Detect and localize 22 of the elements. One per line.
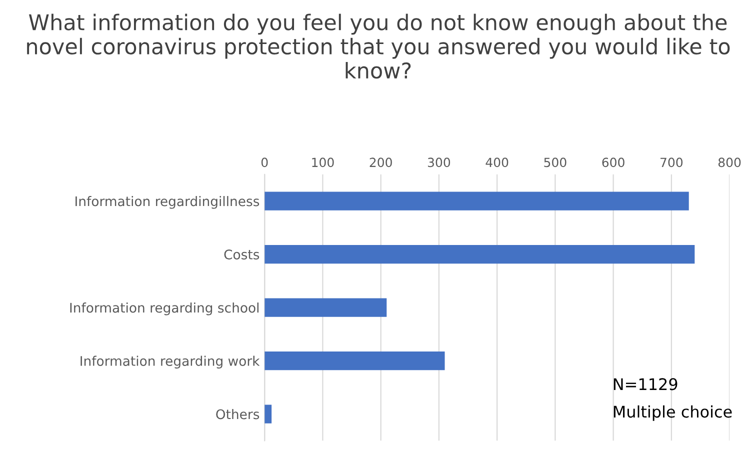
annotation: N=1129 [614, 378, 678, 390]
y-tick-label: Information regarding work [80, 356, 260, 369]
y-tick-label: Others [216, 409, 260, 420]
bar [264, 192, 689, 210]
bar [264, 351, 445, 370]
x-tick-label: 300 [428, 158, 450, 168]
bar [264, 298, 387, 317]
x-tick-label: 400 [486, 158, 508, 168]
x-tick-label: 700 [660, 158, 683, 168]
bar [264, 244, 695, 264]
y-tick-label: Costs [224, 250, 260, 260]
x-tick-label: 100 [312, 158, 334, 168]
bar [264, 404, 272, 424]
y-tick-label: Information regardingillness [76, 196, 260, 209]
y-tick-label: Information regarding school [70, 302, 258, 316]
x-tick-label: 600 [602, 158, 624, 168]
annotation: Multiple choice [614, 405, 732, 421]
x-tick-label: 500 [544, 158, 566, 168]
x-tick-label: 0 [261, 158, 268, 168]
chart-title: What information do you feel you do not know enough about the novel coronavirus protection that you answered you would like to know? [27, 14, 730, 79]
x-tick-label: 200 [370, 158, 392, 168]
x-tick-label: 800 [718, 158, 741, 168]
